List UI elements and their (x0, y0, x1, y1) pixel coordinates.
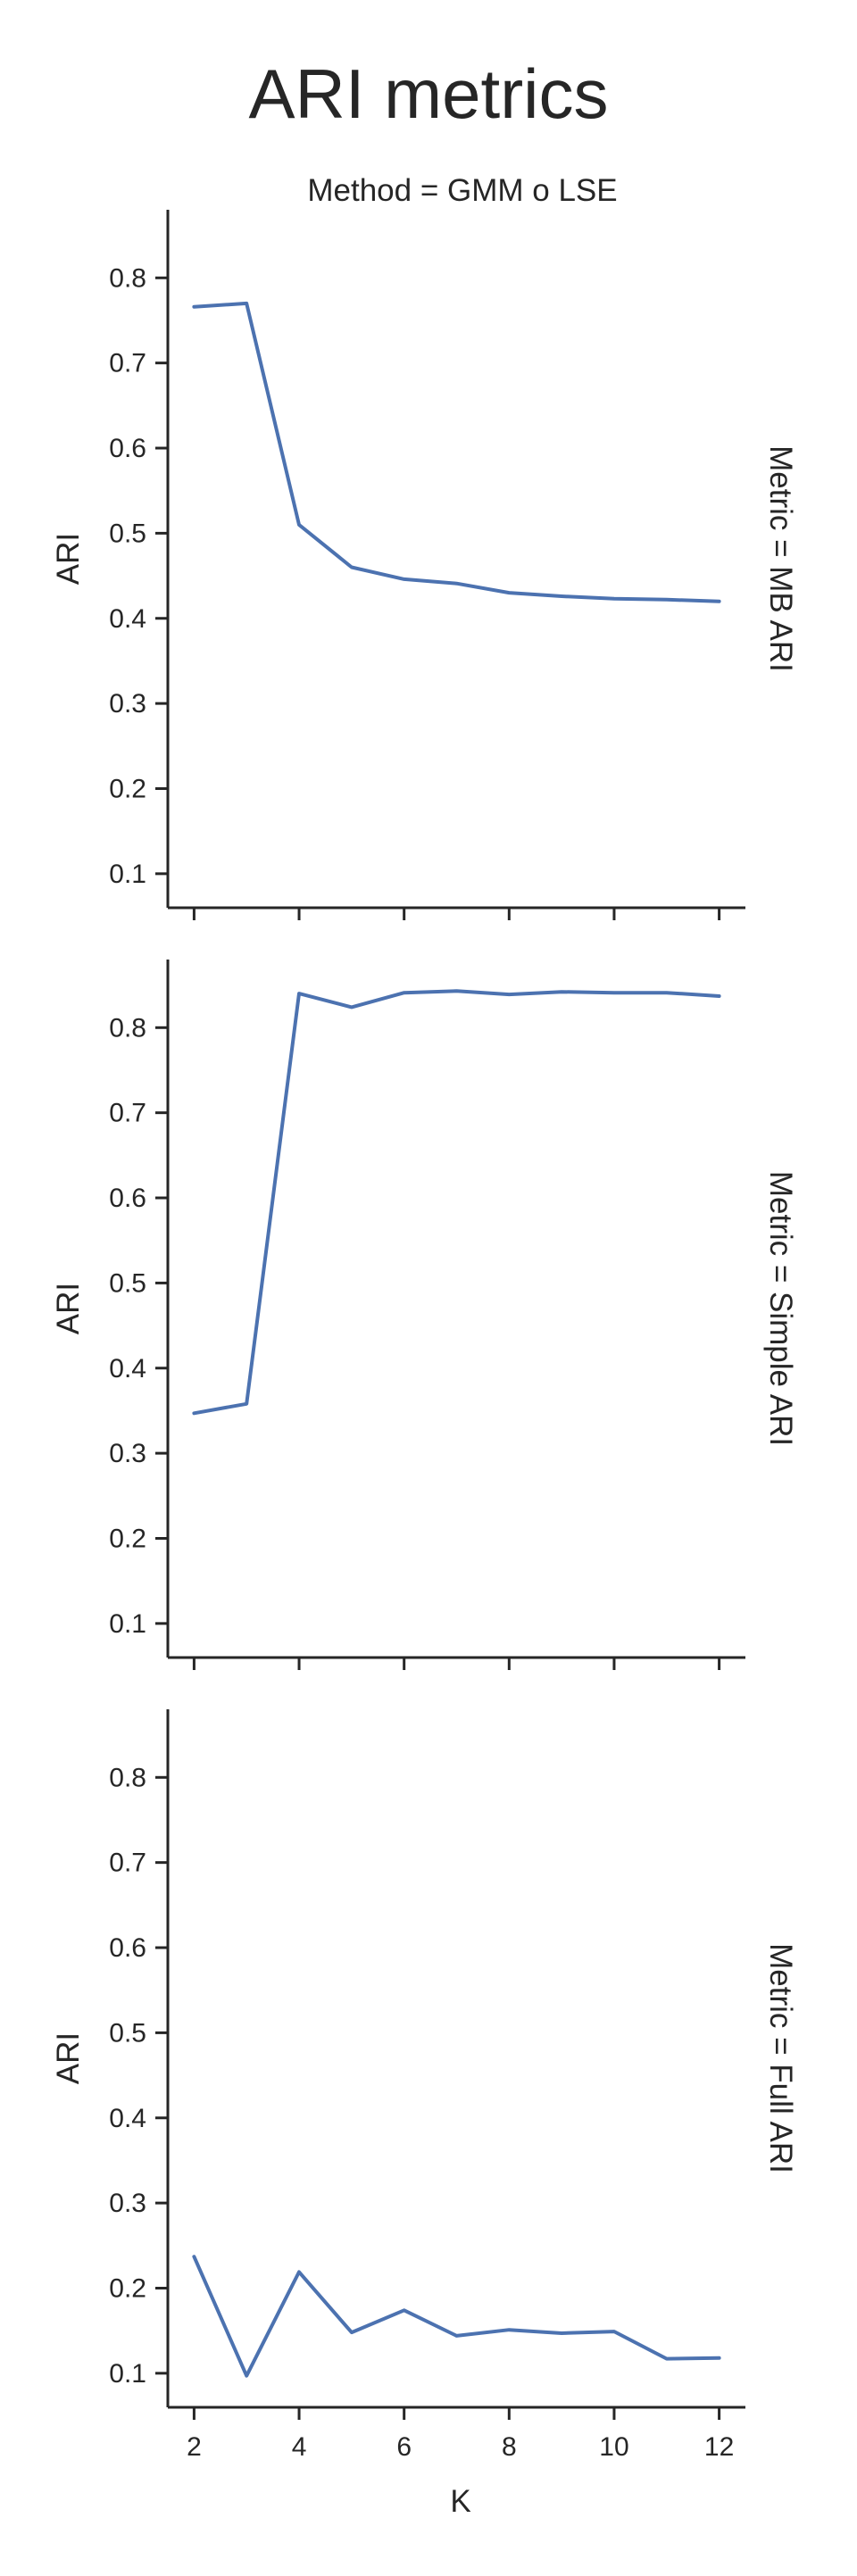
y-tick-label: 0.7 (109, 349, 146, 378)
panel-mb-ari: 0.1 0.2 0.3 0.4 0.5 0.6 0.7 0.8 ARI Metric = MB A… (51, 210, 798, 920)
series-line-mb-ari (192, 301, 721, 603)
y-tick-label: 0.1 (109, 1609, 146, 1639)
y-tick-label: 0.4 (109, 604, 146, 634)
series-line-simple-ari (192, 989, 721, 1416)
row-title-mb-ari: Metric = MB ARI (763, 445, 798, 672)
y-tick-label: 0.7 (109, 1099, 146, 1128)
x-tick-label: 10 (599, 2432, 628, 2462)
y-tick-label: 0.2 (109, 2273, 146, 2303)
y-tick-label: 0.7 (109, 1849, 146, 1878)
x-tick-label: 4 (292, 2432, 307, 2462)
x-tick-label: 12 (704, 2432, 734, 2462)
y-tick-label: 0.1 (109, 860, 146, 889)
y-tick-label: 0.8 (109, 263, 146, 293)
y-axis-label: ARI (51, 1283, 86, 1334)
y-tick-label: 0.4 (109, 1354, 146, 1384)
x-axis-label: K (450, 2484, 470, 2519)
y-tick-label: 0.8 (109, 1763, 146, 1792)
x-tick-label: 2 (187, 2432, 202, 2462)
row-title-full-ari: Metric = Full ARI (763, 1943, 798, 2173)
y-tick-label: 0.5 (109, 519, 146, 548)
y-tick-label: 0.3 (109, 1439, 146, 1468)
column-title: Method = GMM o LSE (307, 173, 617, 208)
y-axis-label: ARI (51, 533, 86, 585)
panel-full-ari: 0.1 0.2 0.3 0.4 0.5 0.6 0.7 0.8 2 4 6 8 10 12 ARI Metri… (51, 1709, 798, 2462)
y-tick-label: 0.3 (109, 689, 146, 719)
y-tick-label: 0.1 (109, 2359, 146, 2389)
y-tick-label: 0.2 (109, 1524, 146, 1553)
panels-group: 0.1 0.2 0.3 0.4 0.5 0.6 0.7 0.8 ARI Metric = MB A… (51, 210, 798, 2462)
chart-title: ARI metrics (248, 54, 608, 133)
y-tick-label: 0.6 (109, 434, 146, 463)
series-line-full-ari (192, 2255, 721, 2378)
y-tick-label: 0.6 (109, 1184, 146, 1213)
x-tick-label: 8 (502, 2432, 517, 2462)
y-axis-label: ARI (51, 2032, 86, 2084)
y-tick-label: 0.2 (109, 774, 146, 803)
y-tick-label: 0.8 (109, 1013, 146, 1043)
y-tick-label: 0.4 (109, 2104, 146, 2133)
y-tick-label: 0.5 (109, 1268, 146, 1298)
x-tick-label: 6 (396, 2432, 412, 2462)
y-tick-label: 0.3 (109, 2189, 146, 2218)
panel-simple-ari: 0.1 0.2 0.3 0.4 0.5 0.6 0.7 0.8 ARI Metric = Simp… (51, 960, 798, 1670)
row-title-simple-ari: Metric = Simple ARI (763, 1171, 798, 1446)
y-tick-label: 0.6 (109, 1933, 146, 1963)
y-tick-label: 0.5 (109, 2018, 146, 2048)
